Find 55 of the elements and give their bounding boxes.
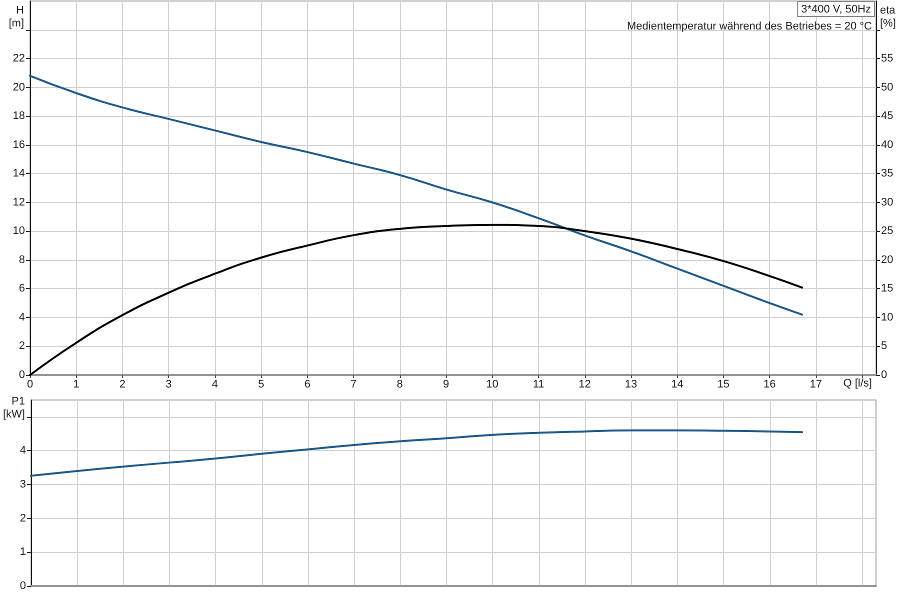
annotation: Medientemperatur während des Betriebes = 20 °C [626, 20, 872, 32]
x-tick-label: 4 [212, 378, 218, 390]
y-tick-label: 6 [18, 282, 25, 295]
y-tick-label: 8 [18, 254, 25, 266]
y-tick-label: 4 [20, 444, 26, 457]
y2-tick-label: 35 [881, 168, 894, 180]
x-tick-label: 15 [717, 378, 730, 390]
x-tick-label: 16 [764, 378, 776, 390]
y-tick-label: 12 [12, 196, 25, 208]
y-tick-label: 18 [12, 110, 25, 122]
y2-tick-label: 15 [881, 282, 894, 295]
x-tick-label: 12 [578, 378, 591, 390]
y2-tick-label: 45 [881, 110, 894, 122]
annotation: 3*400 V, 50Hz [801, 4, 872, 16]
y-tick-label: 0 [20, 580, 26, 592]
y2-tick-label: 5 [881, 340, 888, 352]
y2-tick-label: 0 [881, 369, 888, 381]
y-tick-label: 10 [12, 225, 25, 238]
x-tick-label: 2 [119, 378, 126, 390]
x-tick-label: 3 [166, 378, 172, 390]
x-tick-label: 9 [443, 378, 450, 390]
x-tick-label: 13 [624, 378, 638, 390]
y-tick-label: 4 [18, 311, 25, 324]
x-tick-label: 11 [532, 378, 544, 390]
x-axis-title: Q [l/s] [843, 378, 872, 390]
y-tick-label: 16 [12, 138, 25, 151]
y2-tick-label: 20 [881, 254, 894, 266]
y2-tick-label: 30 [881, 196, 894, 208]
line-series [30, 429, 804, 477]
line-series [29, 224, 804, 376]
y-tick-label: 14 [12, 168, 25, 180]
y-tick-label: 2 [20, 512, 26, 524]
line-series [29, 74, 804, 316]
y2-tick-label: 10 [881, 311, 894, 324]
x-tick-label: 17 [810, 378, 822, 390]
y-tick-label: 3 [20, 478, 26, 491]
y-axis-title: H [m] [8, 4, 24, 30]
y-tick-label: 1 [20, 546, 26, 558]
y2-tick-label: 55 [881, 52, 894, 65]
y-tick-label: 2 [18, 340, 25, 352]
x-tick-label: 14 [671, 378, 684, 390]
x-tick-label: 5 [258, 378, 264, 390]
x-tick-label: 1 [73, 378, 80, 390]
y-tick-label: 0 [18, 369, 25, 381]
x-tick-label: 8 [396, 378, 403, 390]
y-tick-label: 22 [12, 52, 25, 65]
x-tick-label: 10 [486, 378, 498, 390]
x-tick-label: 7 [350, 378, 357, 390]
y-tick-label: 20 [12, 81, 25, 94]
y2-tick-label: 40 [881, 138, 894, 151]
x-tick-label: 6 [304, 378, 310, 390]
y2-tick-label: 25 [881, 225, 894, 238]
y2-tick-label: 50 [881, 81, 894, 94]
y2-axis-title: eta [%] [880, 4, 896, 30]
y-axis-title: P1 [kW] [2, 396, 25, 420]
